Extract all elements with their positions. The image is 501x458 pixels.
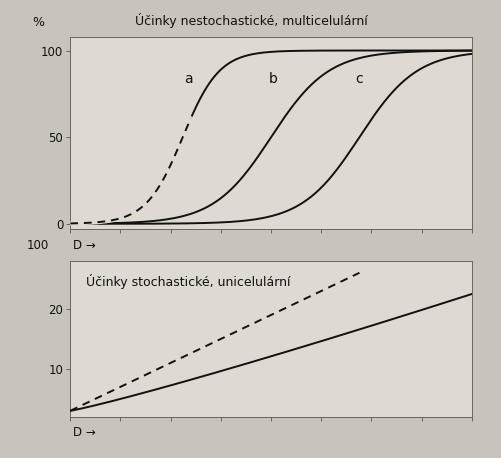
Text: b: b [268,72,277,86]
Text: %: % [32,16,44,29]
Text: D →: D → [73,239,95,251]
Text: c: c [355,72,363,86]
Text: D →: D → [73,426,95,439]
Text: Účinky nestochastické, multicelulární: Účinky nestochastické, multicelulární [134,13,367,28]
Text: Účinky stochastické, unicelulární: Účinky stochastické, unicelulární [86,273,290,289]
Text: 100: 100 [27,239,49,252]
Text: a: a [184,72,193,86]
